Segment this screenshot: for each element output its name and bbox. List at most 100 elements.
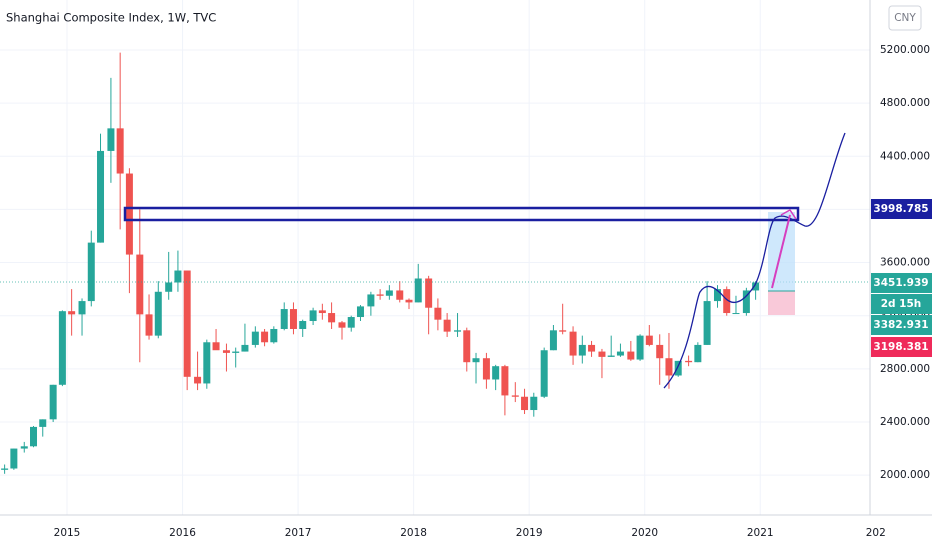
price-label-bg [871, 199, 932, 219]
candle-body [194, 376, 202, 384]
price-label-bg [871, 337, 932, 357]
candle-body [30, 426, 38, 447]
currency-label[interactable]: CNY [894, 12, 916, 24]
y-tick-label: 2000.000 [880, 469, 930, 481]
candle-body [482, 358, 490, 380]
candle-body [145, 314, 153, 336]
candle-body [136, 254, 144, 315]
resistance-box [123, 206, 800, 222]
candle-body [58, 311, 66, 385]
x-tick-label: 2015 [54, 527, 81, 539]
candle-body [338, 322, 346, 328]
price-label-bg [871, 315, 932, 335]
price-label: 3451.939 [873, 277, 928, 289]
y-tick-label: 5200.000 [880, 44, 930, 56]
candle-body [685, 360, 693, 363]
candle-body [703, 301, 711, 345]
candle-body [752, 282, 760, 291]
candle-body [154, 291, 162, 336]
price-labels: 3998.785 3451.939 2d 15h 3382.931 3198.381 [871, 199, 932, 357]
candle-body [318, 310, 326, 314]
candle-body [299, 321, 307, 329]
candle-body [183, 270, 191, 377]
candle-body [463, 330, 471, 363]
y-tick-label: 2400.000 [880, 416, 930, 428]
candle-body [732, 313, 740, 315]
candle-body [598, 351, 606, 357]
candle-body [367, 294, 375, 307]
candle-body [723, 289, 731, 314]
drawings [0, 132, 870, 389]
y-tick-label: 4400.000 [880, 150, 930, 162]
candle-body [212, 342, 220, 351]
candle-body [434, 307, 442, 320]
candle-body [107, 128, 115, 151]
candle-body [1, 468, 9, 470]
candle-body [165, 282, 173, 292]
chart-title: Shanghai Composite Index, 1W, TVC [6, 11, 216, 25]
candle-body [289, 309, 297, 329]
candle-body [328, 313, 336, 323]
candle-body [454, 330, 462, 332]
candle-body [20, 446, 28, 449]
candle-body [203, 342, 211, 384]
candle-body [540, 350, 548, 397]
candle-body [68, 311, 76, 315]
candle-body [501, 366, 509, 396]
candle-body [530, 396, 538, 411]
x-tick-label: 2016 [169, 527, 196, 539]
candle-body [280, 309, 288, 329]
time-axis-bg [0, 515, 932, 550]
grid [0, 0, 877, 515]
candle-body [645, 335, 653, 345]
candle-body [309, 310, 317, 322]
candle-body [694, 344, 702, 363]
candle-body [559, 330, 567, 332]
candle-body [511, 395, 519, 397]
y-tick-label: 3600.000 [880, 257, 930, 269]
candle-body [742, 290, 750, 314]
candle-body [174, 270, 182, 283]
candle-body [472, 358, 480, 363]
candle-body [232, 351, 240, 353]
y-tick-label: 2800.000 [880, 363, 930, 375]
arrow-line [771, 214, 791, 289]
candle-body [588, 344, 596, 352]
currency-button[interactable] [888, 5, 922, 31]
candle-body [39, 419, 47, 427]
x-tick-label: 2019 [516, 527, 543, 539]
y-tick-label: 4800.000 [880, 97, 930, 109]
candle-body [376, 294, 384, 296]
candle-body [713, 289, 721, 302]
x-tick-label: 2017 [285, 527, 312, 539]
candles [1, 52, 760, 474]
candle-body [270, 328, 278, 343]
candle-body [578, 344, 586, 356]
price-label-bg [871, 273, 932, 293]
candle-body [97, 150, 105, 243]
candle-body [241, 344, 249, 352]
candle-body [222, 350, 230, 353]
candle-body [443, 319, 451, 332]
x-tick-label: 2018 [400, 527, 427, 539]
candle-body [251, 331, 259, 345]
candle-body [78, 301, 86, 315]
candle-body [10, 448, 18, 469]
candle-body [425, 278, 433, 308]
candle-body [49, 384, 57, 420]
price-label-bg [871, 294, 932, 314]
candle-body [665, 358, 673, 376]
price-label: 3198.381 [873, 341, 928, 353]
x-tick-label: 2020 [631, 527, 658, 539]
candle-body [116, 128, 124, 174]
candle-body [636, 335, 644, 360]
candle-body [616, 351, 624, 356]
candle-body [347, 317, 355, 328]
candle-body [261, 331, 269, 343]
x-tick-label: 2021 [747, 527, 774, 539]
x-tick-label: 202 [866, 527, 886, 539]
candle-body [356, 306, 364, 318]
candle-body [396, 290, 404, 300]
price-label: 3998.785 [873, 203, 928, 215]
